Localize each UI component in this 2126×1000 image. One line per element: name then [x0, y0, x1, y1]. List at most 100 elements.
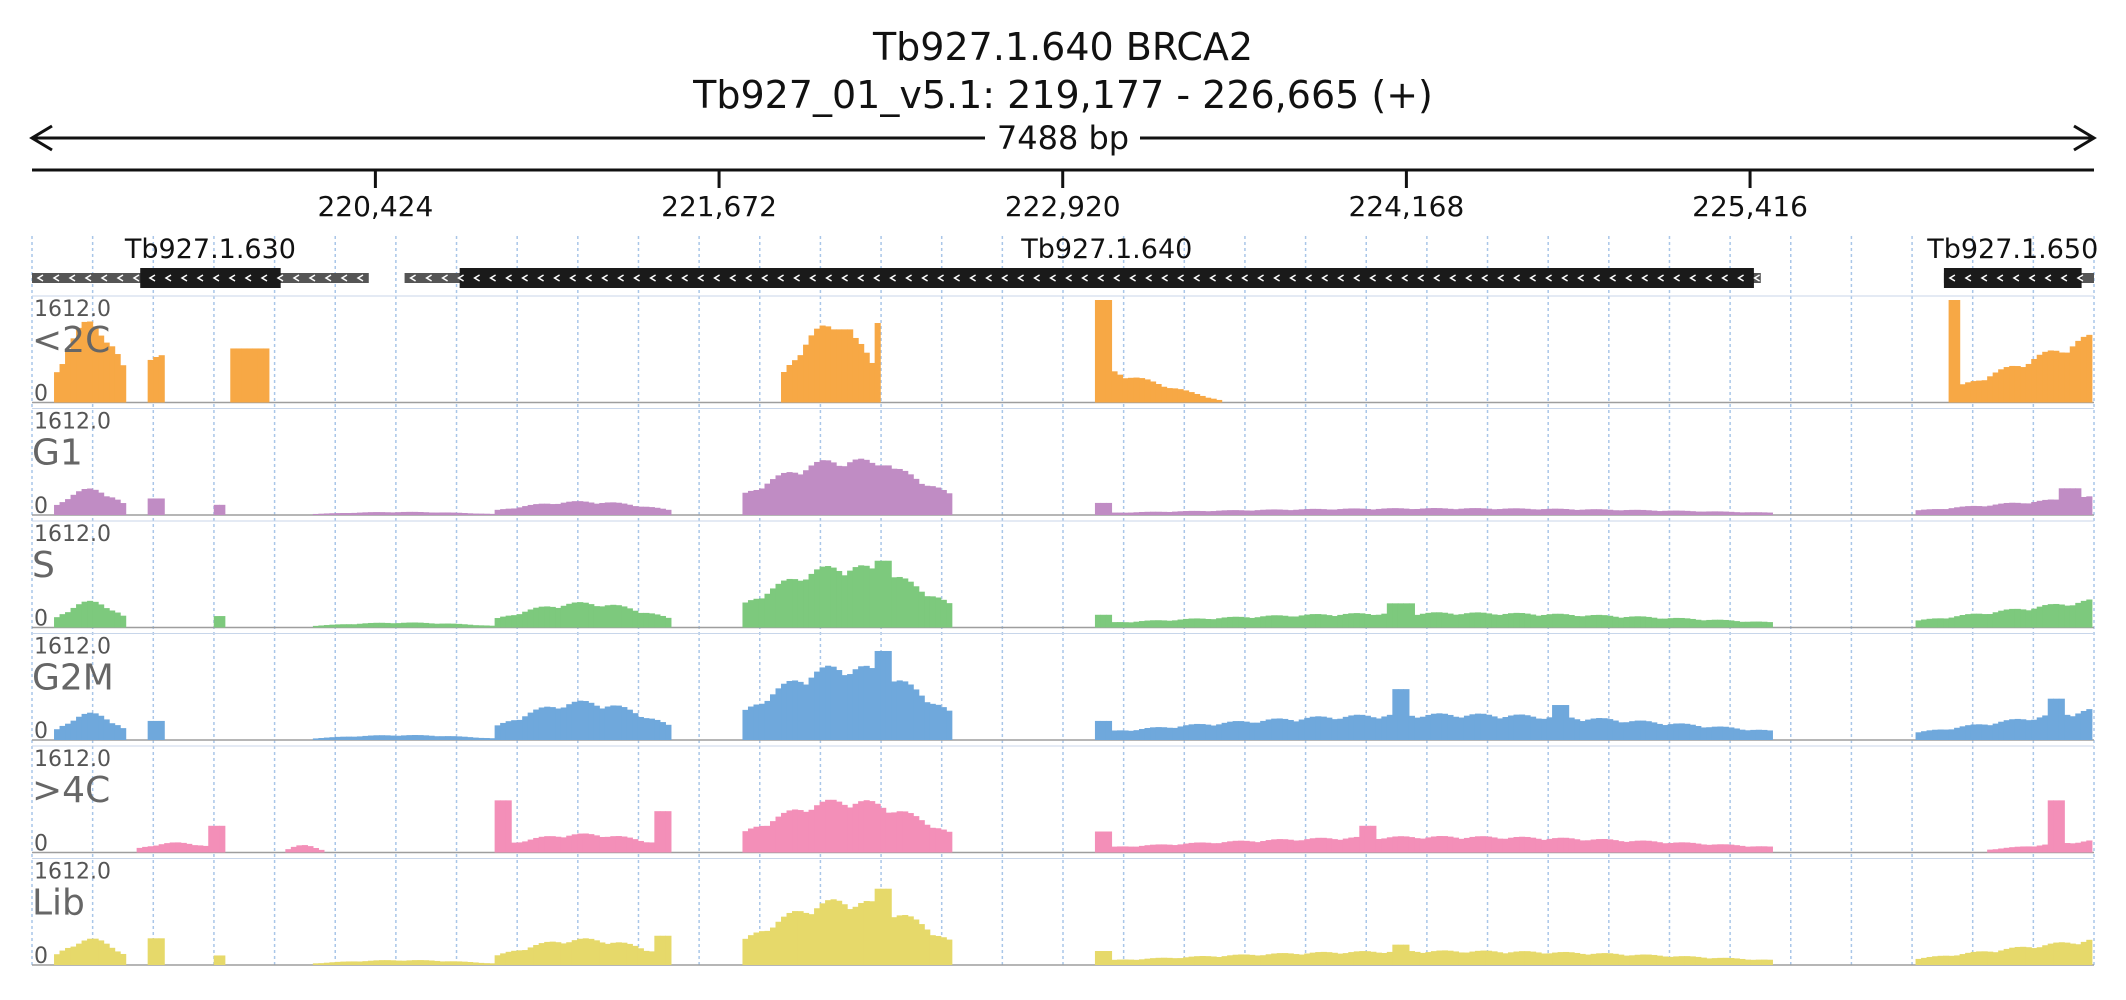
coverage-bar [1535, 838, 1542, 853]
coverage-bar [1981, 724, 1988, 740]
coverage-bar [1634, 954, 1641, 965]
coverage-bar [1243, 617, 1250, 628]
coverage-bar [395, 735, 402, 740]
coverage-bar [1282, 615, 1289, 628]
coverage-bar [2053, 942, 2060, 965]
coverage-bar [1100, 300, 1107, 403]
chevron-left-icon [1065, 274, 1072, 282]
coverage-bar [1238, 840, 1245, 853]
coverage-bar [1987, 849, 1994, 853]
coverage-bar [869, 362, 876, 403]
chevron-left-icon [36, 274, 44, 282]
coverage-bar [1915, 958, 1922, 965]
coverage-bar [323, 737, 331, 740]
coverage-bar [758, 598, 766, 628]
chevron-left-icon [1017, 274, 1024, 282]
coverage-bar [1326, 717, 1333, 740]
coverage-bar [1227, 616, 1234, 628]
chevron-left-icon [1529, 274, 1536, 282]
coverage-bar [1943, 509, 1950, 515]
coverage-bar [1640, 954, 1647, 965]
coverage-bar [373, 960, 380, 965]
coverage-bar [1408, 837, 1415, 853]
coverage-bar [913, 478, 920, 515]
coverage-bar [65, 723, 72, 740]
coverage-bar [1574, 952, 1581, 965]
coverage-bar [1739, 729, 1746, 740]
coverage-bar [1678, 617, 1685, 628]
coverage-bar [1194, 618, 1201, 628]
coverage-bar [1932, 956, 1939, 965]
coverage-bar [830, 567, 837, 628]
gene-Tb927.1.640: Tb927.1.640 [404, 234, 1761, 288]
coverage-bar [1915, 732, 1922, 740]
coverage-bar [494, 509, 501, 515]
coverage-bar [109, 346, 116, 403]
coverage-bar [527, 839, 534, 853]
coverage-bar [2042, 351, 2049, 403]
coverage-bar [1535, 509, 1542, 515]
coverage-bar [2003, 948, 2010, 965]
coverage-bar [1452, 614, 1460, 628]
coverage-bar [1227, 841, 1234, 853]
coverage-bar [1926, 618, 1933, 628]
coverage-bar [2009, 608, 2016, 628]
coverage-bar [1954, 955, 1961, 965]
coverage-bar [1221, 510, 1228, 515]
coverage-bar [1541, 718, 1548, 740]
coverage-bar [896, 576, 903, 628]
chevron-left-icon [1545, 274, 1552, 282]
coverage-bar [918, 591, 925, 628]
coverage-bar [1397, 944, 1404, 965]
coverage-bar [1116, 846, 1124, 853]
coverage-bar [1172, 620, 1179, 628]
coverage-bar [423, 622, 430, 628]
track-min-label: 0 [34, 944, 48, 969]
coverage-bar [1210, 398, 1217, 403]
coverage-bar [2047, 604, 2054, 628]
coverage-bar [533, 607, 540, 628]
coverage-bar [1375, 508, 1382, 515]
coverage-bar [1948, 729, 1955, 740]
coverage-bar [1304, 508, 1311, 515]
coverage-bar [1122, 622, 1129, 628]
coverage-bar [1496, 614, 1504, 628]
coverage-bar [1651, 510, 1658, 515]
axis-ticks: 220,424 221,672 222,920 224,168 225,416 [317, 170, 1808, 223]
coverage-bar [1408, 603, 1415, 628]
coverage-bar [874, 650, 881, 740]
coverage-bar [1452, 509, 1460, 515]
coverage-bar [1276, 615, 1283, 628]
coverage-bar [1717, 844, 1724, 853]
coverage-bar [1326, 952, 1333, 965]
coverage-bar [764, 825, 771, 853]
coverage-bar [863, 565, 870, 628]
coverage-bar [1733, 621, 1740, 628]
chevron-left-icon [1033, 274, 1040, 282]
coverage-bar [1232, 721, 1239, 740]
coverage-bar [329, 737, 336, 740]
coverage-bar [1921, 731, 1928, 740]
coverage-bar [197, 845, 204, 853]
coverage-bar [1414, 508, 1421, 515]
coverage-bar [549, 707, 556, 740]
coverage-bar [825, 566, 832, 628]
coverage-bar [1651, 722, 1658, 740]
coverage-bar [885, 650, 892, 740]
coverage-bar [522, 716, 529, 740]
coverage-bar [213, 955, 220, 965]
coverage-bar [869, 901, 876, 965]
coverage-bar [1177, 844, 1184, 853]
coverage-bar [1452, 716, 1460, 740]
track-min-label: 0 [34, 607, 48, 632]
coverage-bar [92, 601, 99, 628]
track-min-label: 0 [34, 494, 48, 519]
coverage-bar [1579, 953, 1586, 965]
coverage-bar [445, 961, 452, 965]
coverage-bar [1419, 613, 1426, 628]
coverage-bar [1188, 842, 1195, 853]
coordinate-axis: 220,424 221,672 222,920 224,168 225,416 [32, 168, 2094, 223]
coverage-bar [1282, 718, 1289, 740]
coverage-bar [808, 465, 815, 515]
coverage-bar [1943, 729, 1950, 740]
